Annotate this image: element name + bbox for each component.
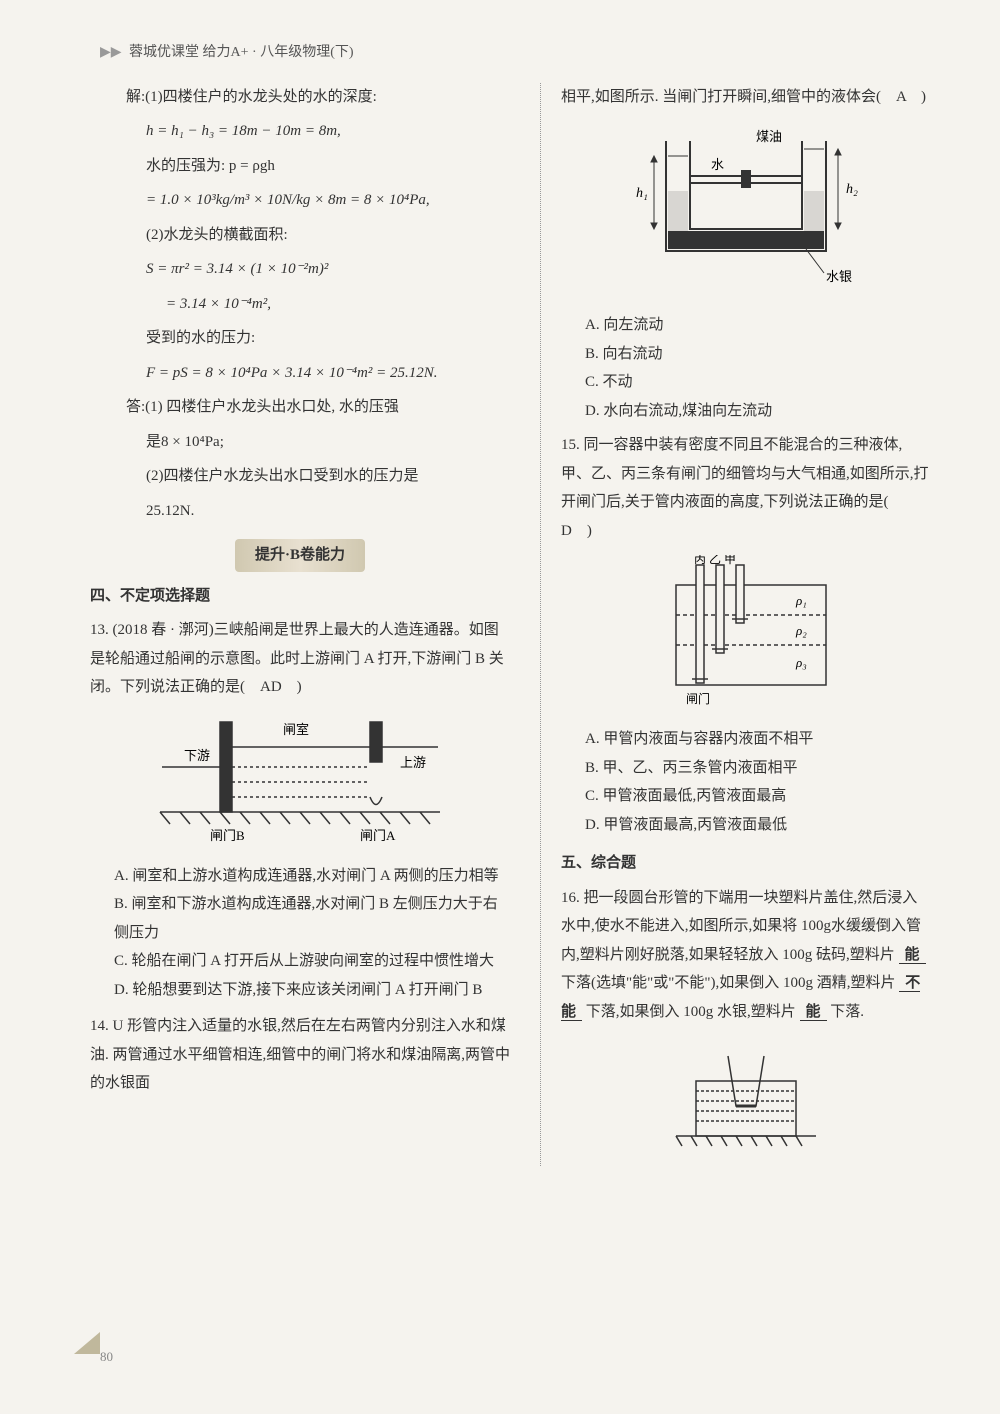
q15-gate-label: 闸门 [686, 691, 710, 706]
q14-opt-d: D. 水向右流动,煤油向左流动 [585, 397, 930, 426]
q15-p3: ρ₃ [795, 655, 807, 670]
q15-diagram: 丙 乙 甲 ρ₁ ρ₂ ρ₃ 闸门 [636, 555, 856, 715]
section-banner: 提升·B卷能力 [90, 539, 510, 572]
part2: (2)水龙头的横截面积: [90, 221, 510, 250]
section-5-title: 五、综合题 [561, 849, 930, 878]
eq2: = 1.0 × 10³kg/m³ × 10N/kg × 8m = 8 × 10⁴… [90, 186, 510, 215]
eq4: F = pS = 8 × 10⁴Pa × 3.14 × 10⁻⁴m² = 25.… [90, 359, 510, 388]
section-4-title: 四、不定项选择题 [90, 582, 510, 611]
q15-opt-d: D. 甲管液面最高,丙管液面最低 [585, 811, 930, 840]
answer-1a: 答:(1) 四楼住户水龙头出水口处, 水的压强 [90, 393, 510, 422]
q16-p1: 16. 把一段圆台形管的下端用一块塑料片盖住,然后浸入水中,使水不能进入,如图所… [561, 890, 921, 963]
right-column: 相平,如图所示. 当闸门打开瞬间,细管中的液体会( A ) [540, 83, 930, 1167]
answer-1b: 是8 × 10⁴Pa; [90, 428, 510, 457]
q14-label-h2: h₂ [846, 182, 858, 197]
q13-stem: 13. (2018 春 · 漷河)三峡船闸是世界上最大的人造连通器。如图是轮船通… [90, 616, 510, 702]
q15-stem: 15. 同一容器中装有密度不同且不能混合的三种液体,甲、乙、丙三条有闸门的细管均… [561, 431, 930, 545]
q13-opt-d: D. 轮船想要到达下游,接下来应该关闭闸门 A 打开闸门 B [114, 976, 510, 1005]
q16-p4: 下落. [830, 1004, 864, 1020]
q15-options: A. 甲管内液面与容器内液面不相平 B. 甲、乙、丙三条管内液面相平 C. 甲管… [561, 725, 930, 839]
q16-blank3: 能 [800, 1004, 827, 1021]
q14-label-oil: 煤油 [756, 129, 782, 144]
force-line: 受到的水的压力: [90, 324, 510, 353]
q16: 16. 把一段圆台形管的下端用一块塑料片盖住,然后浸入水中,使水不能进入,如图所… [561, 884, 930, 1027]
q13-diagram: 闸室 下游 上游 闸门B 闸门A [150, 712, 450, 852]
line-pressure: 水的压强为: p = ρgh [90, 152, 510, 181]
q14-label-water: 水 [711, 157, 724, 172]
eq3: S = πr² = 3.14 × (1 × 10⁻²m)² [90, 255, 510, 284]
q16-blank1: 能 [899, 947, 926, 964]
q15-opt-a: A. 甲管内液面与容器内液面不相平 [585, 725, 930, 754]
q14-stem: 14. U 形管内注入适量的水银,然后在左右两管内分别注入水和煤油. 两管通过水… [90, 1012, 510, 1098]
solution-intro: 解:(1)四楼住户的水龙头处的水的深度: [90, 83, 510, 112]
header-text: 蓉城优课堂 给力A+ · 八年级物理(下) [129, 45, 354, 60]
answer-2b: 25.12N. [90, 497, 510, 526]
q13-label-right: 上游 [400, 755, 426, 770]
q14-opt-a: A. 向左流动 [585, 311, 930, 340]
page-header: ▶▶ 蓉城优课堂 给力A+ · 八年级物理(下) [90, 40, 930, 67]
q13-label-gateB: 闸门B [210, 828, 245, 843]
q15-opt-b: B. 甲、乙、丙三条管内液面相平 [585, 754, 930, 783]
q16-p3: 下落,如果倒入 100g 水银,塑料片 [586, 1004, 796, 1020]
q14-label-mercury: 水银 [826, 269, 852, 284]
q14-options: A. 向左流动 B. 向右流动 C. 不动 D. 水向右流动,煤油向左流动 [561, 311, 930, 425]
eq3b: = 3.14 × 10⁻⁴m², [90, 290, 510, 319]
q14-opt-c: C. 不动 [585, 368, 930, 397]
q14-cont: 相平,如图所示. 当闸门打开瞬间,细管中的液体会( A ) [561, 83, 930, 112]
q15-opt-c: C. 甲管液面最低,丙管液面最高 [585, 782, 930, 811]
q15-p1: ρ₁ [795, 593, 807, 608]
q16-diagram [656, 1036, 836, 1156]
banner-text: 提升·B卷能力 [235, 539, 365, 572]
eq1: h = h₁ − h₃ = 18m − 10m = 8m, [90, 117, 510, 146]
content-columns: 解:(1)四楼住户的水龙头处的水的深度: h = h₁ − h₃ = 18m −… [90, 83, 930, 1167]
q13-opt-a: A. 闸室和上游水道构成连通器,水对闸门 A 两侧的压力相等 [114, 862, 510, 891]
answer-2a: (2)四楼住户水龙头出水口受到水的压力是 [90, 462, 510, 491]
q13-label-top: 闸室 [283, 722, 309, 737]
q13-label-gateA: 闸门A [360, 828, 396, 843]
q15-p2: ρ₂ [795, 623, 807, 638]
q14-label-h1: h₁ [636, 186, 648, 201]
q13-opt-b: B. 闸室和下游水道构成连通器,水对闸门 B 左侧压力大于右侧压力 [114, 890, 510, 947]
q14-diagram: 水 煤油 h₁ h₂ 水银 [626, 121, 866, 301]
q13-opt-c: C. 轮船在闸门 A 打开后从上游驶向闸室的过程中惯性增大 [114, 947, 510, 976]
q15-tubes-label: 丙 乙 甲 [694, 555, 736, 566]
page-number: 80 [100, 1345, 113, 1370]
q16-p2: 下落(选填"能"或"不能"),如果倒入 100g 酒精,塑料片 [561, 975, 895, 991]
q13-options: A. 闸室和上游水道构成连通器,水对闸门 A 两侧的压力相等 B. 闸室和下游水… [90, 862, 510, 1005]
q14-opt-b: B. 向右流动 [585, 340, 930, 369]
q13-label-left: 下游 [184, 748, 210, 763]
header-arrow-icon: ▶▶ [100, 45, 122, 60]
left-column: 解:(1)四楼住户的水龙头处的水的深度: h = h₁ − h₃ = 18m −… [90, 83, 510, 1167]
corner-icon [74, 1332, 100, 1354]
